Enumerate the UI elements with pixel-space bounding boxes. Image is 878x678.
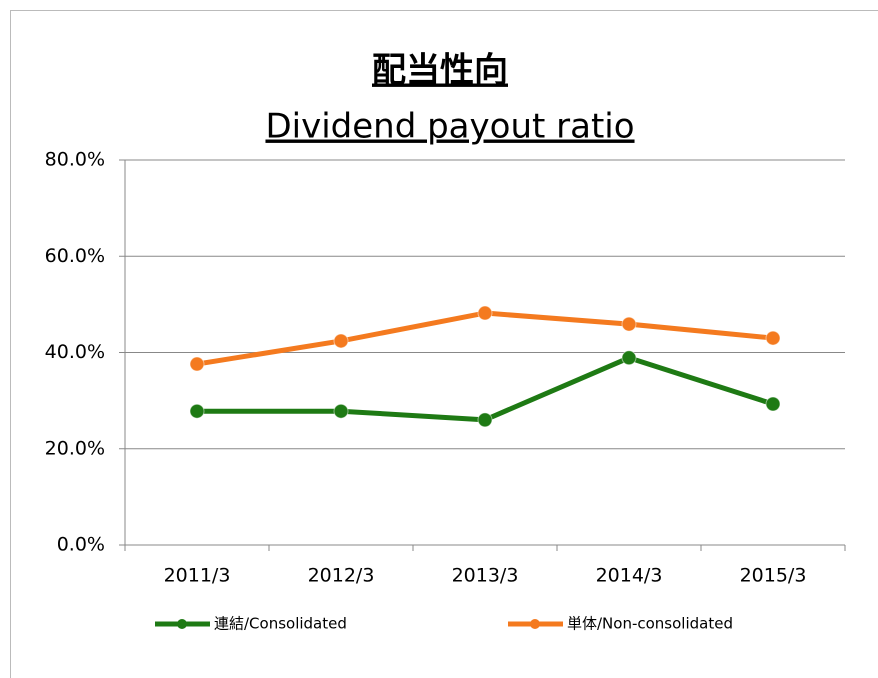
point bbox=[189, 403, 205, 419]
x-tick-label: 2011/3 bbox=[164, 565, 231, 587]
point bbox=[189, 356, 205, 372]
series-line bbox=[197, 355, 774, 423]
y-tick-label: 60.0% bbox=[45, 245, 105, 267]
x-tick-label: 2012/3 bbox=[308, 565, 375, 587]
y-tick-label: 80.0% bbox=[45, 149, 105, 171]
y-tick-label: 40.0% bbox=[45, 341, 105, 363]
point bbox=[765, 330, 781, 346]
point bbox=[621, 316, 637, 332]
x-tick-label: 2014/3 bbox=[596, 565, 663, 587]
x-tick-label: 2015/3 bbox=[740, 565, 807, 587]
chart-title: 配当性向 bbox=[372, 51, 508, 91]
legend-marker bbox=[177, 619, 187, 629]
point bbox=[765, 396, 781, 412]
legend-marker bbox=[530, 619, 540, 629]
y-tick-label: 20.0% bbox=[45, 437, 105, 459]
chart-subtitle: Dividend payout ratio bbox=[265, 107, 634, 147]
point bbox=[333, 403, 349, 419]
legend-label: 連結/Consolidated bbox=[214, 615, 347, 633]
chart-border bbox=[10, 10, 878, 678]
point bbox=[477, 305, 493, 321]
series-line bbox=[196, 310, 774, 367]
point bbox=[477, 412, 493, 428]
point bbox=[621, 350, 637, 366]
legend-label: 単体/Non-consolidated bbox=[567, 615, 733, 633]
x-tick-label: 2013/3 bbox=[452, 565, 519, 587]
point bbox=[333, 333, 349, 349]
y-tick-label: 0.0% bbox=[57, 534, 105, 556]
